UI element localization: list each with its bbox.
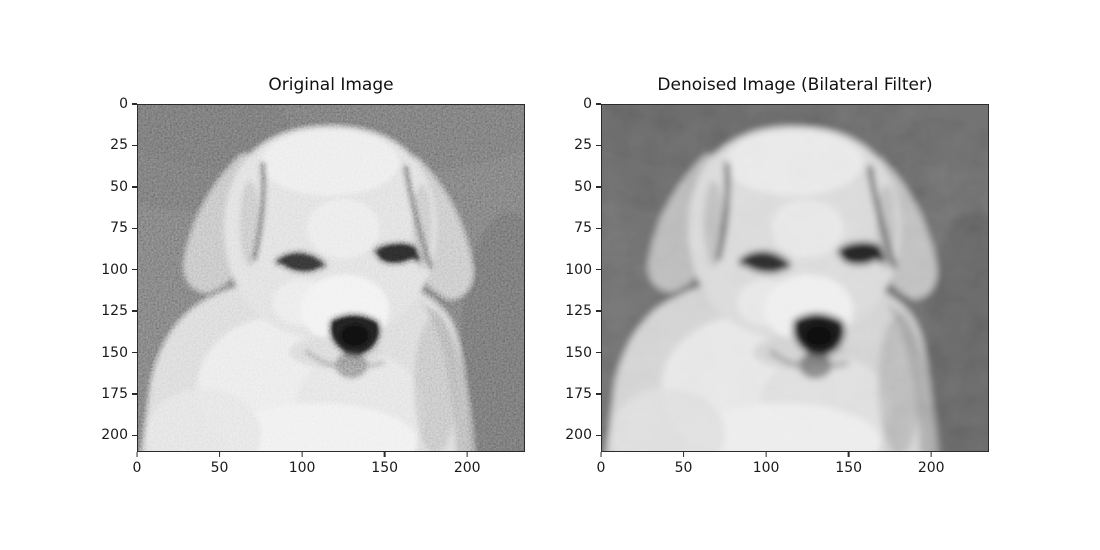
tick-mark [765,452,767,457]
y-tick: 100 [565,263,601,277]
panel-denoised: Denoised Image (Bilateral Filter) 0 25 5… [565,76,989,475]
denoised-puppy-image [602,105,988,451]
x-tick-label: 200 [453,460,481,476]
panel-title-denoised: Denoised Image (Bilateral Filter) [657,75,933,96]
y-tick-label: 25 [574,137,592,154]
y-tick: 200 [565,428,601,442]
y-tick-label: 25 [110,137,128,154]
x-tick-label: 0 [596,460,606,476]
y-tick: 25 [574,138,601,152]
original-image-plot [137,104,525,452]
x-tick-label: 200 [917,460,945,476]
x-tick: 0 [132,452,142,476]
x-tick-label: 50 [674,460,693,476]
y-tick-label: 150 [565,344,592,361]
panel-original: Original Image 0 25 50 75 100 125 150 17 [101,76,525,475]
noisy-puppy-image [138,105,524,451]
y-tick: 0 [119,97,137,111]
x-tick: 100 [288,452,316,476]
denoised-image-plot [601,104,989,452]
y-tick-label: 75 [110,220,128,237]
x-tick-label: 150 [835,460,863,476]
y-tick: 0 [583,97,601,111]
y-tick-label: 150 [101,344,128,361]
y-tick: 50 [574,180,601,194]
smooth-blotch-overlay [602,105,988,451]
y-tick-label: 50 [110,178,128,195]
x-tick: 100 [752,452,780,476]
tick-mark [466,452,468,457]
y-tick-label: 100 [565,261,592,278]
x-tick-label: 50 [210,460,229,476]
y-tick-label: 200 [565,427,592,444]
tick-mark [682,452,685,457]
tick-mark [218,452,221,457]
y-tick: 75 [110,221,137,235]
y-tick-label: 50 [574,178,592,195]
x-tick: 0 [596,452,606,476]
x-tick: 50 [674,452,693,476]
y-tick: 125 [101,304,137,318]
tick-mark [930,452,932,457]
x-tick: 200 [918,452,945,475]
y-tick: 150 [101,346,137,360]
tick-mark [301,452,303,457]
x-tick-label: 100 [288,460,316,476]
y-tick: 50 [110,180,137,194]
y-tick: 175 [101,387,137,401]
noise-overlay [138,105,524,451]
x-tick-label: 100 [752,460,780,476]
tick-mark [136,452,138,457]
y-tick-label: 125 [101,303,128,320]
tick-mark [600,452,602,457]
tick-mark [847,452,850,457]
y-tick-label: 125 [565,303,592,320]
x-tick: 150 [835,452,862,475]
y-tick: 100 [101,263,137,277]
y-tick: 25 [110,138,137,152]
x-tick: 50 [210,452,229,476]
x-tick-label: 150 [371,460,399,476]
y-tick-label: 200 [101,427,128,444]
y-tick-label: 0 [583,96,592,112]
y-tick-label: 175 [565,386,592,402]
y-tick-label: 100 [101,261,128,278]
y-tick: 125 [565,304,601,318]
y-tick-label: 75 [574,220,592,237]
x-tick: 150 [371,452,398,475]
y-tick: 150 [565,346,601,360]
y-tick: 200 [101,428,137,442]
panel-title-original: Original Image [268,75,394,96]
y-tick: 175 [565,387,601,401]
y-tick: 75 [574,221,601,235]
y-tick-label: 175 [101,386,128,402]
x-tick-label: 0 [132,460,142,476]
tick-mark [383,452,386,457]
y-tick-label: 0 [119,96,128,112]
x-tick: 200 [454,452,481,475]
